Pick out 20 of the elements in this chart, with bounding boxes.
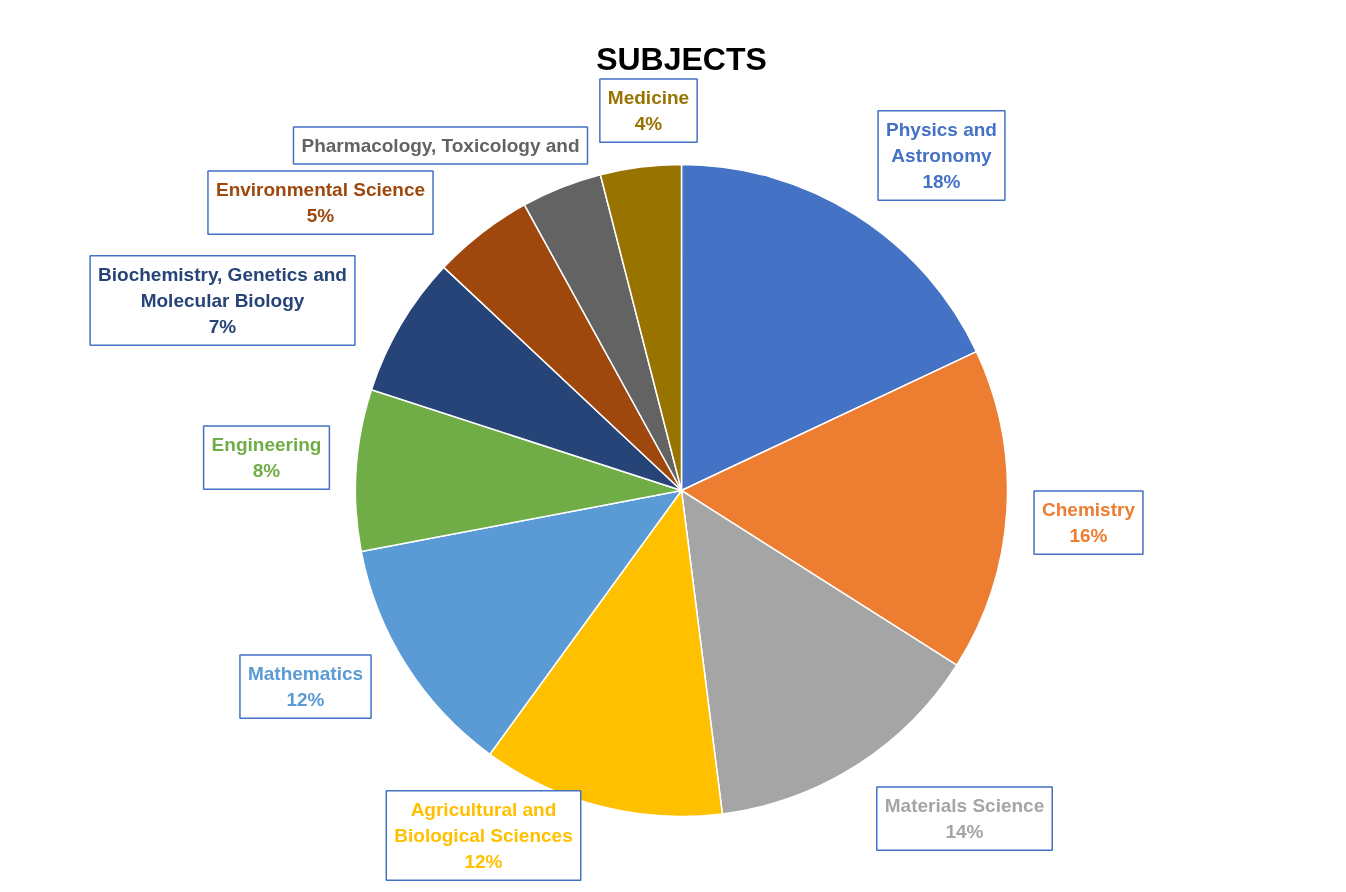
slice-label: Medicine (607, 86, 690, 108)
slice-label: Pharmacology, Toxicology and (301, 135, 580, 156)
data-label: 7% (208, 316, 237, 338)
slice-label: Physics and Astronomy (886, 118, 997, 166)
data-label: 5% (306, 205, 335, 227)
slice-label: Chemistry (1042, 498, 1136, 520)
slice-label: Engineering (211, 433, 322, 455)
slice-label: Biochemistry, Genetics and Molecular Biology (98, 263, 347, 311)
chart-title: SUBJECTS (596, 40, 767, 77)
data-label: 14% (945, 821, 984, 843)
data-label: 12% (286, 689, 325, 711)
data-label: 4% (634, 113, 663, 135)
slice-label: Agricultural and Biological Sciences (394, 798, 573, 846)
data-label: 16% (1069, 525, 1108, 547)
data-label: 12% (464, 851, 503, 873)
slice-label: Mathematics (247, 662, 364, 684)
data-label: 18% (922, 171, 961, 193)
slice-label: Materials Science (884, 794, 1045, 816)
slice-label: Environmental Science (215, 178, 426, 200)
data-label: 8% (252, 460, 281, 482)
